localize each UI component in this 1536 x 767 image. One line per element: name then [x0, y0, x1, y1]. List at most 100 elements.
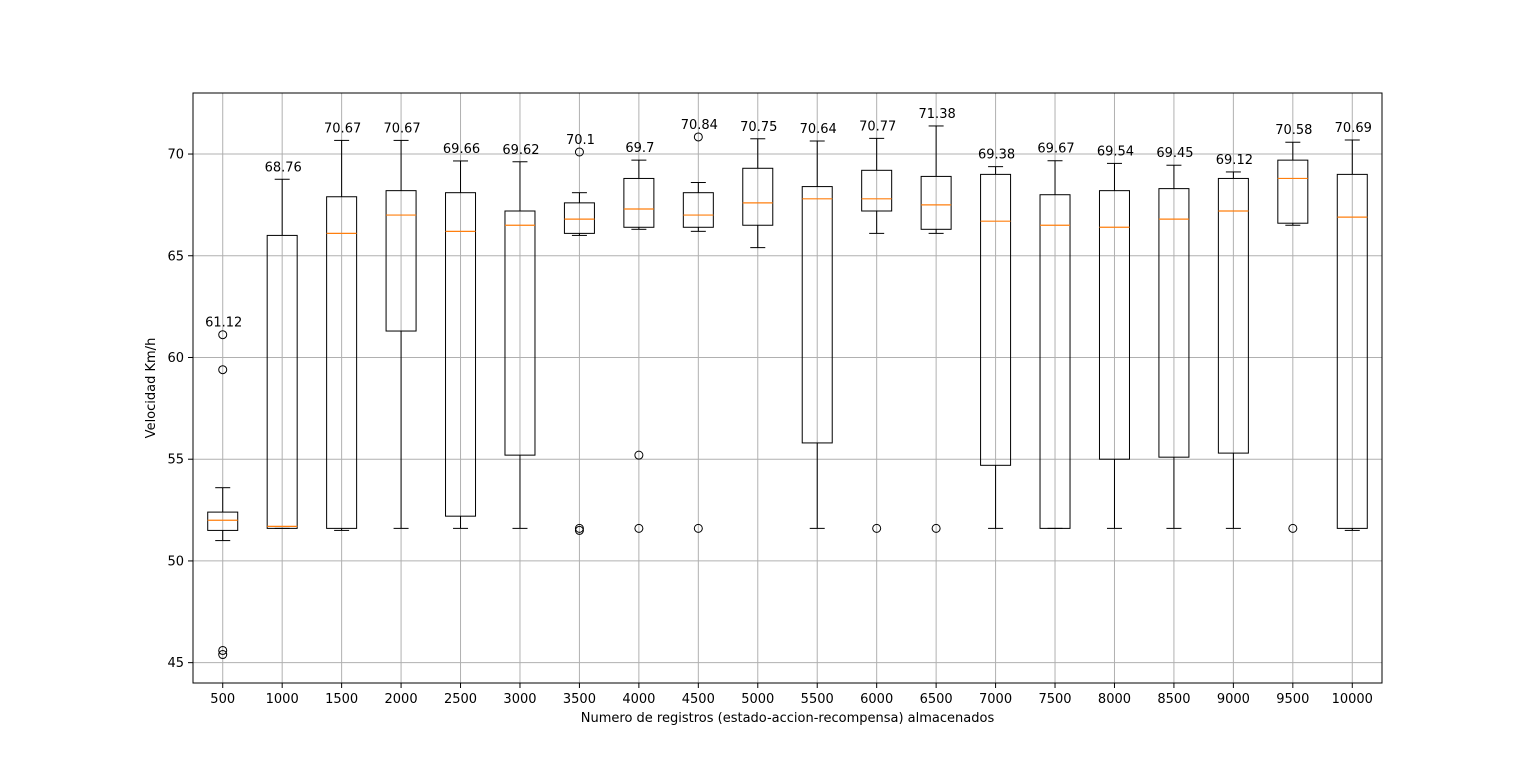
box-group: 70.67 — [324, 121, 361, 531]
outlier-point — [218, 645, 228, 655]
box-iqr — [742, 167, 774, 226]
box-group: 70.77 — [859, 119, 896, 533]
outlier-point — [218, 650, 228, 660]
x-tick-label: 1000 — [266, 692, 299, 707]
box-iqr — [385, 190, 417, 332]
outlier-point — [1288, 523, 1298, 533]
axis-ticks: 45 50 55 60 65 70 500 1000 1500 2000 2500 3000 3500 4… — [167, 148, 1373, 707]
box-iqr — [1158, 188, 1190, 458]
box-group: 71.38 — [919, 107, 956, 533]
max-value-label: 69.67 — [1037, 142, 1074, 157]
box-group: 70.64 — [800, 122, 837, 529]
box-group: 69.45 — [1156, 146, 1194, 529]
box-iqr — [1098, 190, 1130, 460]
max-value-label: 69.54 — [1097, 144, 1134, 159]
max-value-label: 70.77 — [859, 119, 896, 134]
box-iqr — [1217, 177, 1249, 454]
box-iqr — [266, 234, 298, 529]
box-group: 69.12 — [1216, 153, 1253, 529]
y-tick-label: 55 — [167, 453, 184, 468]
box-iqr — [207, 511, 239, 531]
outlier-point — [931, 523, 941, 533]
outlier-point — [634, 523, 644, 533]
x-tick-label: 7000 — [979, 692, 1012, 707]
y-tick-label: 70 — [167, 148, 184, 163]
y-tick-label: 65 — [167, 249, 184, 264]
max-value-label: 70.58 — [1275, 123, 1312, 138]
x-tick-label: 3000 — [503, 692, 536, 707]
max-value-label: 70.67 — [324, 121, 361, 136]
box-series: 61.12 68.76 70.67 70.67 69.66 69.62 70.1 69.7 70… — [205, 107, 1372, 660]
outlier-point — [872, 523, 882, 533]
x-tick-label: 8500 — [1157, 692, 1190, 707]
max-value-label: 68.76 — [265, 160, 302, 175]
max-value-label: 70.84 — [681, 118, 718, 133]
box-group: 70.1 — [563, 133, 595, 535]
x-tick-label: 2500 — [444, 692, 477, 707]
box-iqr — [920, 175, 952, 230]
box-iqr — [1039, 194, 1071, 529]
box-group: 70.69 — [1335, 121, 1372, 531]
box-iqr — [326, 196, 358, 529]
max-value-label: 70.1 — [566, 133, 595, 148]
outlier-point — [693, 523, 703, 533]
max-value-label: 69.45 — [1156, 146, 1193, 161]
box-group: 69.7 — [623, 141, 655, 533]
x-tick-label: 3500 — [563, 692, 596, 707]
box-group: 61.12 — [205, 316, 242, 660]
outlier-point — [693, 132, 703, 142]
box-iqr — [1336, 173, 1368, 529]
max-value-label: 61.12 — [205, 316, 242, 331]
box-group: 69.66 — [443, 142, 480, 529]
outlier-point — [634, 450, 644, 460]
x-tick-label: 9000 — [1217, 692, 1250, 707]
x-tick-label: 4000 — [622, 692, 655, 707]
box-iqr — [1277, 159, 1309, 224]
max-value-label: 69.62 — [502, 143, 539, 158]
outlier-point — [218, 330, 228, 340]
x-tick-label: 9500 — [1276, 692, 1309, 707]
max-value-label: 69.66 — [443, 142, 480, 157]
box-group: 70.84 — [681, 118, 718, 533]
box-iqr — [445, 192, 477, 517]
y-tick-label: 60 — [167, 351, 184, 366]
max-value-label: 70.67 — [383, 121, 420, 136]
max-value-label: 70.64 — [800, 122, 837, 137]
max-value-label: 69.7 — [625, 141, 654, 156]
max-value-label: 69.12 — [1216, 153, 1253, 168]
x-tick-label: 5000 — [741, 692, 774, 707]
y-tick-label: 50 — [167, 554, 184, 569]
box-group: 69.67 — [1037, 142, 1075, 529]
box-group: 70.58 — [1275, 123, 1312, 533]
x-tick-label: 1500 — [325, 692, 358, 707]
box-iqr — [682, 192, 714, 228]
max-value-label: 71.38 — [919, 107, 956, 122]
max-value-label: 70.69 — [1335, 121, 1372, 136]
y-tick-label: 45 — [167, 656, 184, 671]
box-iqr — [623, 177, 655, 228]
box-iqr — [504, 210, 536, 456]
outlier-point — [218, 365, 228, 375]
x-tick-label: 4500 — [682, 692, 715, 707]
x-tick-label: 8000 — [1098, 692, 1131, 707]
box-group: 69.62 — [502, 143, 540, 529]
x-tick-label: 2000 — [385, 692, 418, 707]
box-group: 69.38 — [978, 148, 1015, 529]
x-tick-label: 5500 — [801, 692, 834, 707]
max-value-label: 69.38 — [978, 148, 1015, 163]
x-tick-label: 6000 — [860, 692, 893, 707]
x-axis-label: Numero de registros (estado-accion-recom… — [581, 711, 995, 726]
box-group: 69.54 — [1097, 144, 1134, 529]
box-group: 70.75 — [740, 120, 777, 249]
box-iqr — [801, 186, 833, 444]
box-group: 70.67 — [383, 121, 421, 529]
outlier-point — [574, 147, 584, 157]
y-axis-label: Velocidad Km/h — [144, 338, 159, 439]
plot-area-frame — [192, 92, 1383, 684]
box-iqr — [861, 169, 893, 212]
outlier-point — [574, 525, 584, 535]
x-tick-label: 6500 — [920, 692, 953, 707]
x-tick-label: 10000 — [1332, 692, 1373, 707]
